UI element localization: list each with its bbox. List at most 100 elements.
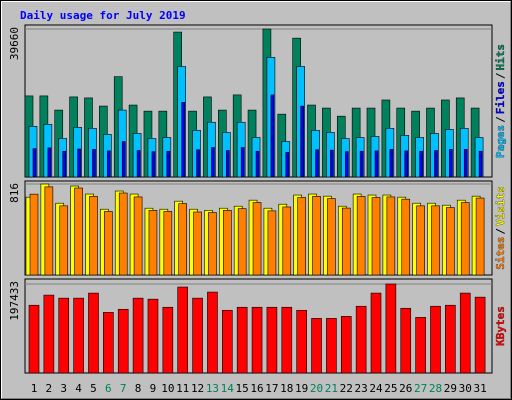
bar [404, 150, 409, 178]
x-tick-label: 17 [265, 382, 278, 395]
bar [147, 298, 159, 374]
x-tick-label: 16 [250, 382, 263, 395]
legend-entry: Visits [494, 186, 507, 226]
bar [89, 196, 98, 276]
bar [434, 150, 438, 178]
bar [133, 196, 143, 276]
x-tick-label: 26 [399, 382, 412, 395]
bar [459, 292, 471, 374]
bar [32, 148, 37, 178]
legend-separator: / [494, 72, 507, 79]
x-tick-label: 30 [459, 382, 472, 395]
bar [460, 202, 470, 276]
y-tick-label: 197433 [8, 281, 21, 321]
bar [386, 196, 396, 276]
bar [446, 207, 455, 276]
bar [296, 309, 307, 374]
bar [315, 149, 319, 178]
x-tick-label: 29 [444, 382, 457, 395]
bar [88, 292, 99, 374]
bar [28, 304, 40, 374]
bar [474, 296, 486, 374]
x-tick-label: 12 [191, 382, 204, 395]
x-tick-label: 3 [60, 382, 67, 395]
bar [449, 149, 453, 178]
x-tick-label: 31 [473, 382, 486, 395]
bar [267, 210, 277, 276]
bar [431, 205, 440, 276]
bar [400, 307, 412, 374]
bar [207, 291, 218, 374]
y-tick-label: 39660 [8, 27, 21, 60]
bar [74, 187, 83, 276]
bar [223, 210, 232, 276]
bar [251, 306, 263, 374]
legend: KBytes [494, 306, 507, 346]
x-tick-label: 11 [176, 382, 189, 395]
bar [208, 212, 217, 276]
x-tick-label: 8 [135, 382, 142, 395]
x-tick-label: 10 [161, 382, 174, 395]
x-tick-label: 13 [206, 382, 219, 395]
bar [192, 297, 203, 374]
bar [236, 306, 248, 374]
bar [371, 197, 381, 276]
x-tick-label: 1 [31, 382, 38, 395]
bar [297, 197, 306, 276]
bar [311, 318, 322, 374]
x-tick-label: 14 [221, 382, 235, 395]
bar [282, 206, 292, 276]
bar [255, 150, 260, 178]
bar [29, 193, 39, 276]
bar [237, 208, 247, 276]
bar [162, 306, 174, 374]
bar [148, 210, 158, 276]
bar [166, 150, 171, 178]
legend-entry: Hits [494, 44, 507, 71]
legend-entry: Pages [494, 125, 507, 158]
bar [341, 207, 351, 276]
bar [181, 102, 185, 178]
x-tick-label: 15 [236, 382, 249, 395]
bar [226, 150, 230, 178]
bar [285, 152, 290, 178]
x-tick-label: 28 [429, 382, 442, 395]
bar [356, 196, 366, 276]
bar [136, 150, 141, 178]
x-tick-label: 6 [105, 382, 112, 395]
bar [385, 283, 397, 374]
bar [430, 305, 441, 374]
bar [92, 149, 96, 178]
bar [374, 150, 379, 178]
bar [59, 205, 69, 276]
bar [478, 150, 483, 178]
bar [389, 149, 394, 178]
bar [355, 305, 367, 374]
legend-separator: / [494, 116, 507, 123]
x-tick-label: 27 [414, 382, 427, 395]
x-tick-label: 23 [355, 382, 368, 395]
x-tick-label: 25 [384, 382, 397, 395]
bar [222, 309, 233, 374]
x-tick-label: 24 [369, 382, 383, 395]
bar [177, 286, 188, 374]
bar [58, 297, 70, 374]
x-tick-label: 9 [150, 382, 157, 395]
x-tick-label: 5 [90, 382, 97, 395]
bar [359, 150, 364, 178]
x-tick-label: 20 [310, 382, 323, 395]
bar [270, 94, 275, 178]
legend: Sites / Visits [494, 186, 507, 270]
x-tick-label: 4 [75, 382, 82, 395]
bar [77, 148, 81, 178]
bar [240, 147, 245, 178]
bar [326, 318, 337, 374]
bar [416, 205, 425, 276]
bar [118, 192, 128, 276]
bar [151, 151, 156, 178]
bar [163, 211, 173, 276]
x-tick-label: 19 [295, 382, 308, 395]
bar [104, 211, 113, 276]
legend: Pages/Files/Hits [494, 44, 507, 158]
